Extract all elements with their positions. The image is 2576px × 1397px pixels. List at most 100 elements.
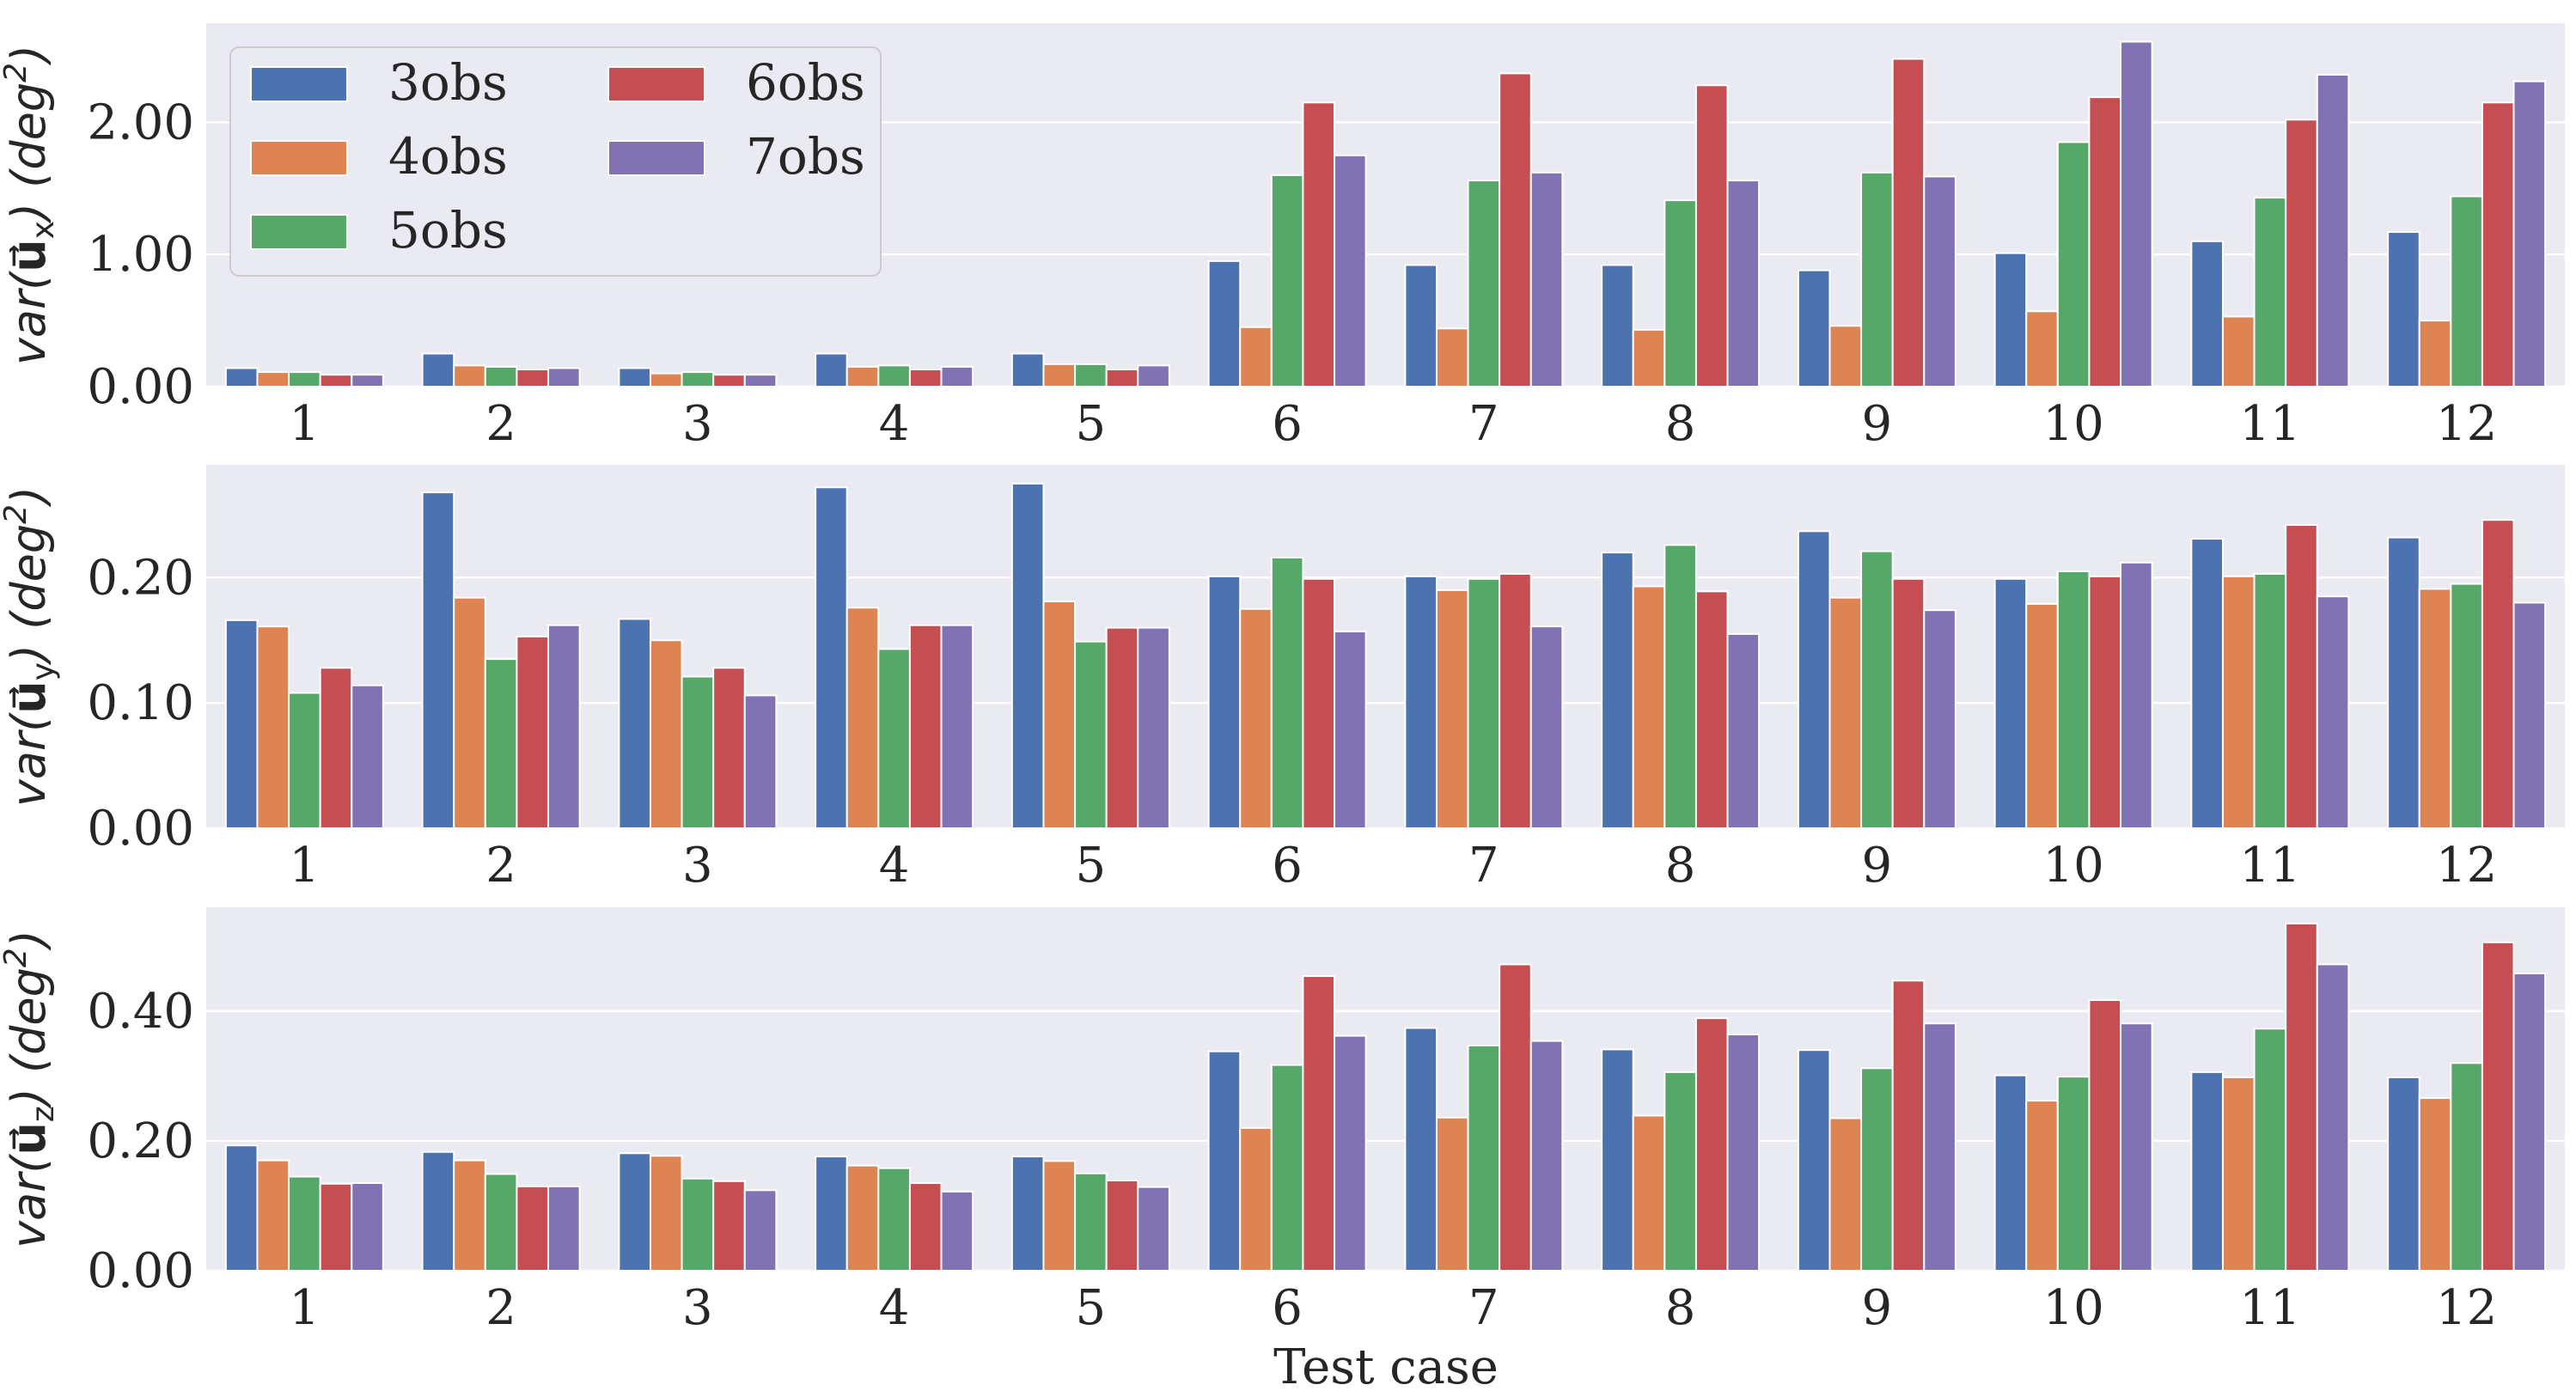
bar-4obs-case-3	[649, 372, 683, 388]
legend-swatch-5obs	[250, 214, 348, 250]
bar-7obs-case-10	[2120, 561, 2153, 829]
x-tick-label: 8	[1665, 838, 1696, 894]
x-tick-label: 10	[2042, 396, 2103, 452]
bar-6obs-case-12	[2481, 101, 2515, 387]
bar-7obs-case-2	[547, 624, 581, 829]
bar-5obs-case-5	[1074, 363, 1108, 388]
x-tick-label: 7	[1468, 1280, 1499, 1336]
bar-6obs-case-12	[2481, 519, 2515, 829]
bar-6obs-case-7	[1499, 572, 1532, 830]
bar-5obs-case-1	[288, 371, 321, 387]
bar-5obs-case-11	[2253, 1028, 2287, 1272]
bar-4obs-case-11	[2221, 575, 2256, 830]
bar-7obs-case-3	[743, 694, 778, 830]
bar-3obs-case-12	[2387, 231, 2420, 387]
bar-6obs-case-2	[516, 369, 550, 387]
bar-7obs-case-1	[351, 1182, 384, 1272]
x-tick-label: 4	[879, 1280, 910, 1336]
bar-5obs-case-9	[1860, 550, 1894, 829]
bar-5obs-case-8	[1663, 199, 1697, 387]
bar-3obs-case-1	[224, 1144, 259, 1272]
bar-6obs-case-1	[319, 374, 353, 388]
bar-6obs-case-2	[516, 635, 550, 830]
bar-7obs-case-2	[547, 1185, 581, 1272]
bar-7obs-case-3	[743, 1189, 778, 1272]
bar-4obs-case-4	[845, 607, 880, 830]
bar-6obs-case-9	[1891, 577, 1926, 829]
bar-5obs-case-12	[2450, 583, 2483, 829]
bar-3obs-case-8	[1601, 264, 1634, 387]
bar-4obs-case-1	[256, 371, 290, 387]
bar-7obs-case-12	[2512, 80, 2547, 388]
bar-7obs-case-5	[1137, 364, 1170, 388]
bar-5obs-case-12	[2450, 195, 2483, 387]
bar-5obs-case-2	[484, 365, 518, 388]
bar-6obs-case-10	[2088, 96, 2122, 387]
bar-4obs-case-12	[2418, 320, 2452, 387]
bar-7obs-case-10	[2120, 1022, 2153, 1272]
y-tick-label: 0.00	[87, 359, 194, 415]
plot-area-3	[206, 907, 2565, 1271]
bar-5obs-case-3	[681, 1177, 715, 1272]
x-tick-label: 11	[2239, 838, 2300, 894]
bar-5obs-case-4	[877, 1167, 911, 1272]
legend-label-3obs: 3obs	[388, 53, 508, 112]
bar-4obs-case-3	[649, 639, 683, 830]
bar-3obs-case-6	[1207, 1050, 1242, 1272]
bar-4obs-case-8	[1632, 585, 1666, 829]
bar-6obs-case-2	[516, 1185, 550, 1272]
bar-6obs-case-3	[712, 667, 746, 830]
bar-5obs-case-8	[1663, 544, 1697, 830]
legend-swatch-4obs	[250, 140, 348, 176]
y-axis-title-1: var(u⃗x) (deg2)	[0, 45, 61, 365]
bar-5obs-case-7	[1467, 1044, 1501, 1272]
bar-7obs-case-9	[1923, 175, 1956, 387]
bar-4obs-case-4	[845, 365, 880, 388]
bar-4obs-case-11	[2221, 1076, 2256, 1272]
legend-swatch-6obs	[607, 66, 705, 102]
bar-4obs-case-1	[256, 625, 290, 829]
x-tick-label: 11	[2239, 1280, 2300, 1336]
bar-3obs-case-5	[1010, 482, 1045, 830]
bar-6obs-case-5	[1105, 1180, 1139, 1272]
bar-3obs-case-9	[1797, 269, 1831, 388]
bar-3obs-case-8	[1601, 1048, 1634, 1272]
y-tick-label: 0.40	[87, 984, 194, 1040]
bar-3obs-case-3	[618, 618, 651, 829]
bar-7obs-case-7	[1529, 1040, 1564, 1272]
bar-3obs-case-10	[1993, 252, 2028, 388]
bar-3obs-case-7	[1404, 1027, 1438, 1272]
bar-7obs-case-8	[1726, 180, 1761, 387]
bar-5obs-case-7	[1467, 180, 1501, 387]
bar-7obs-case-4	[940, 1190, 974, 1272]
x-tick-label: 5	[1076, 396, 1107, 452]
legend-label-7obs: 7obs	[746, 127, 865, 186]
x-tick-label: 6	[1272, 1280, 1303, 1336]
x-tick-label: 5	[1076, 1280, 1107, 1336]
y-axis-title-3: var(u⃗z) (deg2)	[0, 930, 61, 1248]
bar-4obs-case-10	[2025, 602, 2059, 830]
bar-6obs-case-9	[1891, 979, 1926, 1272]
bar-5obs-case-10	[2056, 141, 2091, 387]
bar-5obs-case-3	[681, 675, 715, 829]
bar-3obs-case-12	[2387, 536, 2420, 829]
bar-7obs-case-2	[547, 367, 581, 387]
legend-swatch-7obs	[607, 140, 705, 176]
bar-5obs-case-8	[1663, 1071, 1697, 1272]
bar-7obs-case-4	[940, 365, 974, 388]
bar-7obs-case-6	[1334, 630, 1367, 830]
x-tick-label: 6	[1272, 838, 1303, 894]
x-tick-label: 9	[1862, 396, 1893, 452]
bar-5obs-case-12	[2450, 1062, 2483, 1272]
bar-3obs-case-4	[815, 1156, 848, 1272]
bar-6obs-case-7	[1499, 72, 1532, 388]
x-tick-label: 12	[2436, 838, 2497, 894]
x-tick-label: 1	[290, 838, 320, 894]
bar-6obs-case-6	[1302, 975, 1336, 1272]
bar-5obs-case-6	[1270, 556, 1304, 829]
bar-3obs-case-5	[1010, 352, 1045, 387]
bar-3obs-case-2	[421, 491, 455, 829]
bar-4obs-case-5	[1042, 600, 1077, 830]
